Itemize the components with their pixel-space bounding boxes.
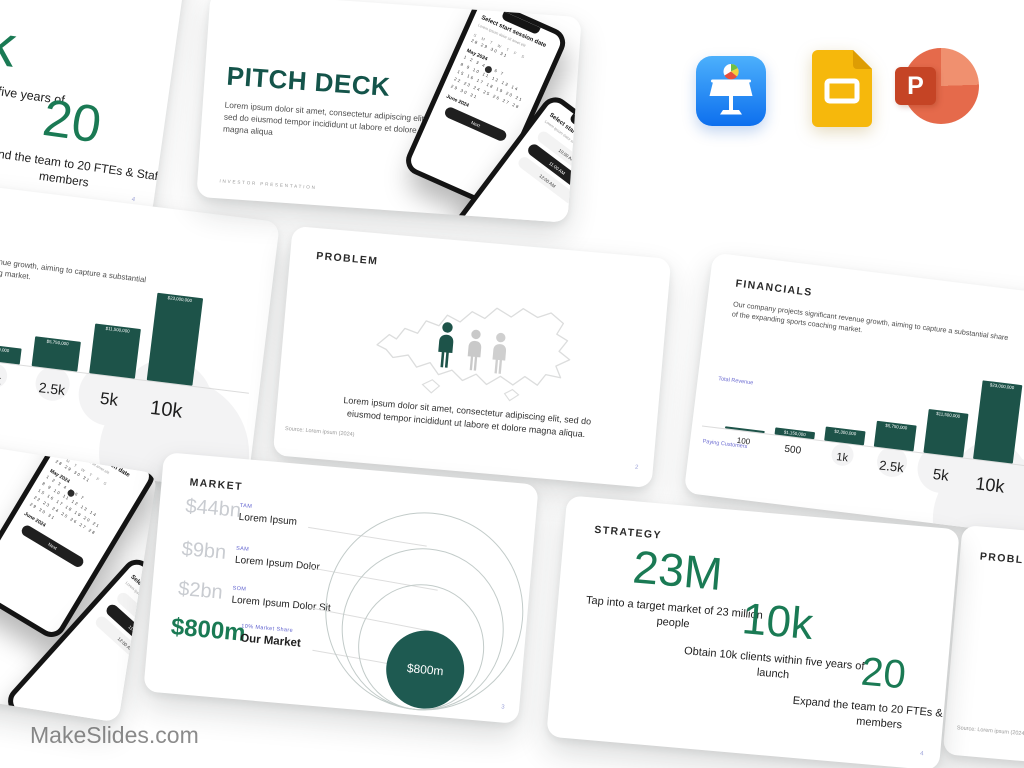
slide-problem[interactable]: PROBLEM Lorem ipsum dolor sit amet, cons… (272, 225, 672, 489)
slide-strategy[interactable]: STRATEGY 23M Tap into a target market of… (546, 495, 960, 768)
page-number: 4 (919, 751, 924, 758)
slide-title: PROBLEM (315, 250, 379, 268)
market-tag: TAM (239, 502, 253, 510)
market-label: Lorem Ipsum Dolor (234, 554, 321, 574)
stat-block: 20 Expand the team to 20 FTEs & Staff me… (786, 646, 960, 740)
powerpoint-p-square: P (895, 67, 936, 105)
slide-cover[interactable]: PITCH DECK Lorem ipsum dolor sit amet, c… (196, 0, 582, 223)
bar-value: $5,750,000 (46, 338, 69, 347)
slide-title: STRATEGY (593, 523, 663, 542)
slide-market[interactable]: MARKET $44bn TAM Lorem Ipsum $9bn SAM Lo… (143, 452, 539, 724)
keynote-app-icon[interactable] (696, 56, 766, 126)
market-label: Our Market (239, 632, 302, 650)
person-icons-group (293, 226, 672, 374)
bar: $5,750,000 (873, 420, 917, 452)
bar-value: $2,300,000 (834, 428, 857, 437)
financials-body: Our company projects significant revenue… (731, 299, 1009, 343)
keynote-podium-icon (709, 63, 753, 115)
cover-title: PITCH DECK (225, 60, 392, 103)
slide-title: MARKET (189, 476, 244, 494)
map-outline (376, 307, 571, 402)
market-value: $9bn (180, 538, 228, 564)
bar-value: $1,150,000 (783, 429, 807, 438)
google-slides-file-icon (812, 50, 872, 127)
page-number: 3 (500, 704, 505, 711)
stat-caption: Expand the team to 20 FTEs & Staff membe… (792, 694, 960, 732)
bar: $11,500,000 (89, 323, 141, 379)
x-tick-label: 500 (783, 443, 802, 457)
cover-footer: INVESTOR PRESENTATION (219, 178, 317, 191)
cover-body: Lorem ipsum dolor sit amet, consectetur … (222, 99, 427, 137)
keynote-icon-background (696, 56, 766, 126)
stat-value: 23M (630, 540, 725, 600)
slide-title: FINANCIALS (734, 277, 814, 299)
person-icon (492, 332, 507, 374)
bar: $11,500,000 (923, 408, 969, 458)
market-label: Lorem Ipsum Dolor Sit (231, 594, 332, 615)
page-number: 4 (131, 196, 136, 204)
stat-block: 20 Expand the team to 20 FTEs & Staff me… (0, 82, 175, 201)
google-slides-app-icon[interactable] (812, 50, 872, 132)
watermark-text: MakeSlides.com (30, 722, 199, 748)
bar-value: $23,000,000 (989, 382, 1015, 391)
x-tick-label: 2.5k (878, 457, 905, 476)
slide-financials[interactable]: FINANCIALS Our company projects signific… (683, 252, 1024, 542)
bar-value: $11,500,000 (935, 410, 961, 419)
source-note: Source: Lorem ipsum (2024) (956, 725, 1024, 738)
bar: $2,300,000 (0, 343, 22, 365)
bar-value: $5,750,000 (885, 422, 908, 431)
person-icon-highlighted (438, 322, 454, 368)
market-value-highlight: $800m (169, 613, 247, 647)
stat-value: 10k (0, 2, 21, 80)
page-number: 2 (634, 464, 639, 471)
market-value: $44bn (184, 495, 242, 522)
slide-strategy-cropped[interactable]: 10k Obtain 10k clients within five years… (0, 0, 195, 218)
bar-value: $23,000,000 (167, 295, 193, 304)
bar-value: $2,300,000 (0, 345, 10, 354)
source-note: Source: Lorem ipsum (2024) (284, 425, 355, 439)
stat-value: 20 (859, 649, 908, 698)
bar: $5,750,000 (31, 336, 81, 372)
x-tick-label: 2.5k (37, 379, 67, 399)
bar-value: $11,500,000 (105, 325, 130, 334)
person-icon (467, 329, 482, 371)
slide-financials-cropped[interactable]: FINANCIALS Our company projects signific… (0, 169, 280, 493)
stat-value: 10k (740, 594, 816, 650)
slide-title: PROBLEM (979, 550, 1024, 568)
powerpoint-app-icon[interactable]: P (893, 46, 979, 128)
market-value: $2bn (177, 577, 224, 604)
bar: $2,300,000 (824, 426, 866, 446)
market-label: Lorem Ipsum (238, 511, 298, 528)
market-tag: SOM (232, 585, 247, 593)
powerpoint-letter: P (907, 71, 924, 100)
market-tag: SAM (235, 545, 250, 553)
